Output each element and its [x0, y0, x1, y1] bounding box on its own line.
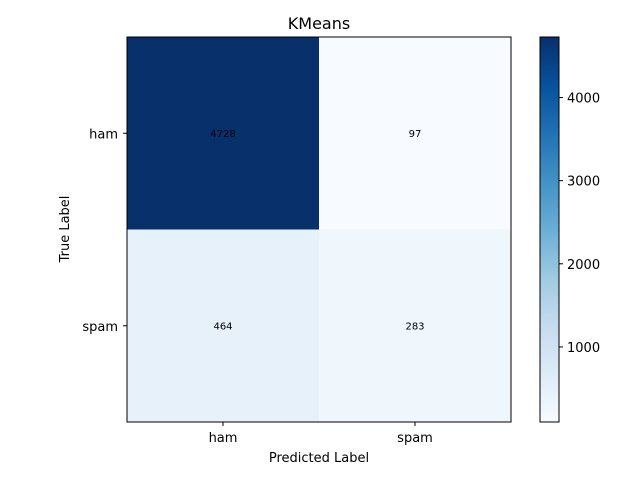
- cell-value-label: 4728: [210, 129, 235, 140]
- y-tick-label: spam: [82, 320, 118, 335]
- colorbar-tick-label: 1000: [567, 341, 600, 356]
- heatmap-cell: [127, 229, 319, 422]
- heatmap-cell: [127, 37, 319, 230]
- heatmap-cell: [319, 229, 511, 422]
- cell-value-label: 283: [405, 321, 424, 332]
- heatmap-cell-labels: 4728 97 464 283: [210, 129, 424, 333]
- colorbar-ticks: 1000 2000 3000 4000: [559, 92, 600, 356]
- x-tick-label: ham: [209, 431, 238, 446]
- colorbar: [539, 36, 560, 423]
- heatmap-cells: [127, 37, 511, 422]
- x-axis-ticks: ham spam: [209, 422, 433, 446]
- cell-value-label: 464: [213, 321, 232, 332]
- colorbar-tick-label: 4000: [567, 92, 600, 107]
- heatmap-cell: [319, 37, 511, 230]
- x-tick-label: spam: [397, 431, 433, 446]
- plot-frame: [126, 36, 512, 423]
- colorbar-tick-label: 2000: [567, 258, 600, 273]
- cell-value-label: 97: [409, 129, 422, 140]
- y-axis-label: True Label: [58, 196, 73, 264]
- chart-title: KMeans: [288, 14, 350, 33]
- colorbar-tick-label: 3000: [567, 175, 600, 190]
- y-axis-ticks: ham spam: [82, 127, 127, 335]
- x-axis-label: Predicted Label: [269, 451, 369, 466]
- y-tick-label: ham: [89, 127, 118, 142]
